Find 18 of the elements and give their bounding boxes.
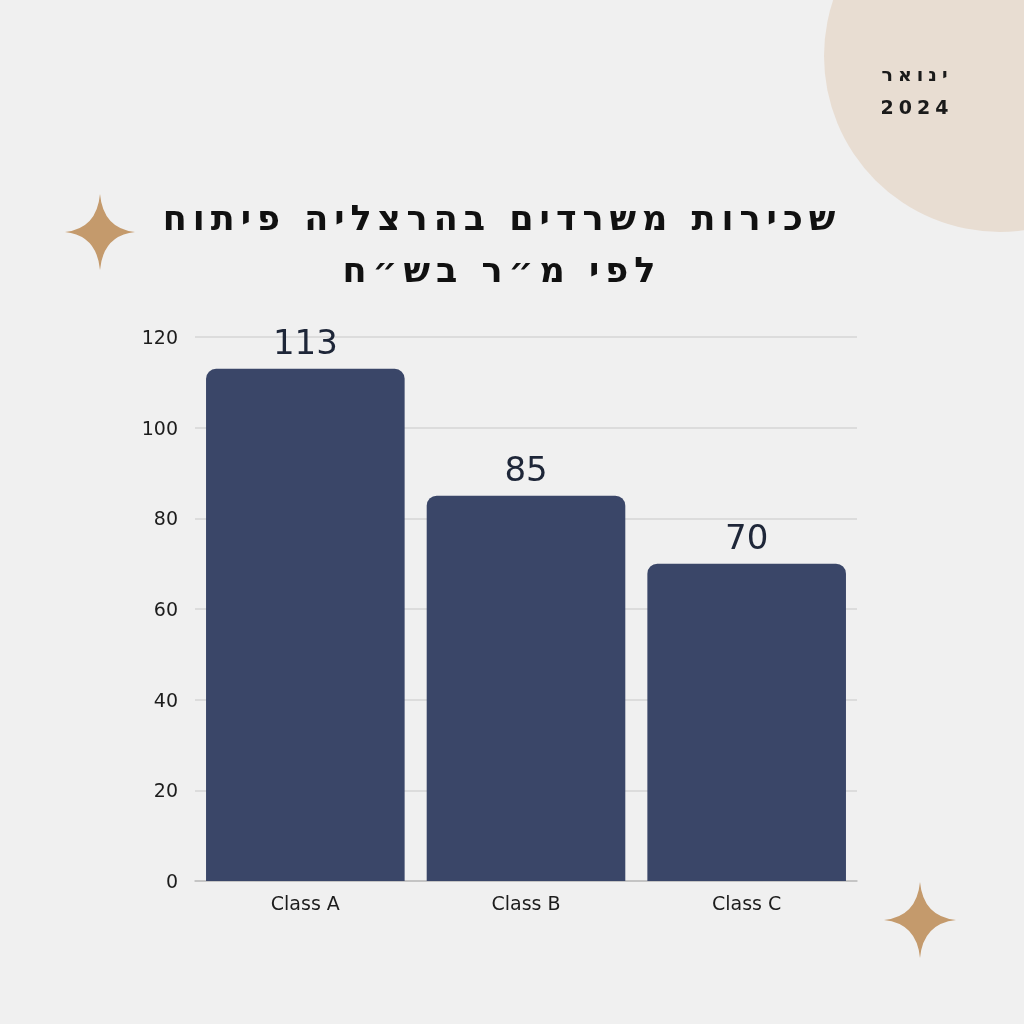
bar bbox=[426, 495, 626, 881]
x-tick-label: Class B bbox=[491, 891, 561, 914]
y-tick-label: 40 bbox=[153, 688, 178, 711]
chart-title: שכירות משרדים בהרצליה פיתוח לפי מ״ר בש״ח bbox=[161, 197, 843, 292]
y-tick-label: 60 bbox=[153, 598, 178, 620]
text: ינואר 2024 bbox=[879, 62, 955, 120]
y-tick-label: 80 bbox=[153, 507, 178, 530]
bar bbox=[647, 563, 846, 881]
x-tick-label: Class A bbox=[270, 891, 340, 914]
bar bbox=[206, 368, 405, 881]
data-label: 70 bbox=[725, 516, 769, 557]
x-tick-label: Class C bbox=[712, 891, 782, 914]
y-tick-label: 20 bbox=[153, 779, 178, 802]
data-label: 113 bbox=[272, 321, 338, 362]
y-tick-label: 120 bbox=[141, 326, 178, 348]
y-tick-label: 0 bbox=[165, 870, 178, 892]
data-label: 85 bbox=[504, 448, 548, 489]
y-tick-label: 100 bbox=[141, 416, 178, 439]
